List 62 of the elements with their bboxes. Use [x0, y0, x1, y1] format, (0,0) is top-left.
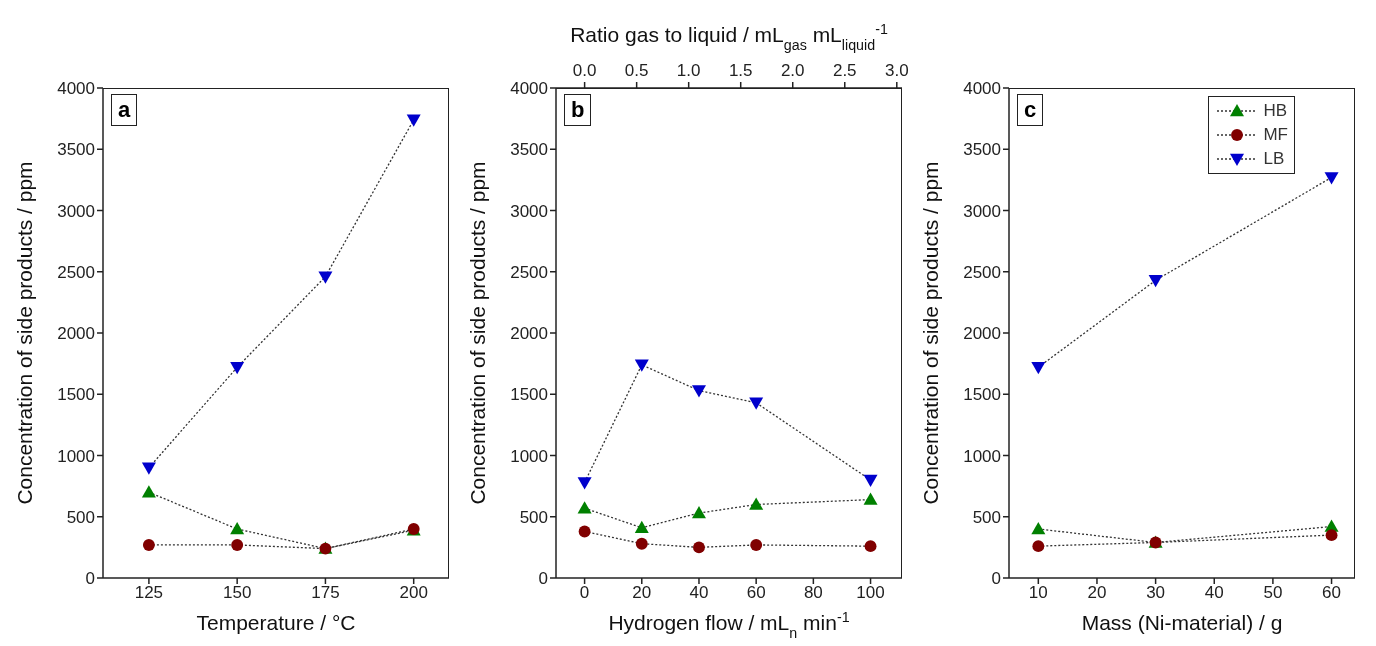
x-tick-label: 60: [746, 583, 766, 603]
y-tick-label: 1000: [963, 446, 1001, 466]
y-tick-label: 2000: [963, 324, 1001, 344]
y-tick-label: 2500: [963, 262, 1001, 282]
x2-tick-label: 3.0: [884, 61, 909, 80]
x-tick-label: 20: [1087, 583, 1107, 603]
x-tick-label: 200: [399, 583, 428, 603]
y-tick-label: 3000: [510, 201, 548, 221]
y-tick-label: 3000: [963, 201, 1001, 221]
y-tick-label: 1500: [57, 385, 95, 405]
y-tick-label: 0: [991, 569, 1001, 589]
x-tick-label: 150: [222, 583, 252, 603]
x-tick-label: 125: [134, 583, 164, 603]
y-tick-label: 1500: [510, 385, 548, 405]
x-tick-label: 80: [803, 583, 823, 603]
x-tick-label: 0: [579, 583, 590, 603]
legend-label: MF: [1263, 125, 1288, 145]
y-axis-title: Concentration of side products / ppm: [919, 161, 942, 505]
y-axis-title: Concentration of side products / ppm: [466, 161, 489, 505]
x-tick-label: 50: [1263, 583, 1283, 603]
x-tick-label: 100: [856, 583, 885, 603]
x-tick-label: 60: [1322, 583, 1341, 603]
y-tick-label: 3500: [963, 140, 1001, 160]
y-tick-label: 2000: [57, 324, 95, 344]
x-tick-label: 10: [1028, 583, 1048, 603]
x-tick-label: 40: [1204, 583, 1224, 603]
y-tick-label: 3500: [510, 140, 548, 160]
x-axis-title: Hydrogen flow / mL$_{n}$ min$^{-1}$: [608, 609, 850, 641]
x2-tick-label: 1.5: [728, 61, 753, 80]
x-tick-label: 20: [632, 583, 652, 603]
x2-tick-label: 1.0: [676, 61, 701, 80]
y-tick-label: 2000: [510, 324, 548, 344]
x-axis-title: Mass (Ni-material) / g: [1081, 611, 1283, 634]
annotation: b: [564, 94, 592, 126]
y-tick-label: 1000: [57, 446, 95, 466]
x-axis-title: Temperature / °C: [196, 611, 356, 634]
x-tick-label: 30: [1146, 583, 1166, 603]
x2-tick-label: 2.0: [780, 61, 805, 80]
y-tick-label: 3500: [57, 140, 95, 160]
y-tick-label: 0: [85, 569, 95, 589]
y-tick-label: 1500: [963, 385, 1001, 405]
y-tick-label: 4000: [510, 79, 548, 99]
y-tick-label: 3000: [57, 201, 95, 221]
y-tick-label: 0: [538, 569, 548, 589]
y-tick-label: 4000: [963, 79, 1001, 99]
x2-tick-label: 2.5: [832, 61, 857, 80]
y-axis-title: Concentration of side products / ppm: [13, 161, 36, 505]
y-tick-label: 500: [972, 507, 1001, 527]
y-tick-label: 1000: [510, 446, 548, 466]
y-tick-label: 2500: [510, 262, 548, 282]
x2-tick-label: 0.5: [624, 61, 649, 80]
x-tick-label: 40: [689, 583, 709, 603]
x-tick-label: 175: [311, 583, 340, 603]
legend-label: HB: [1263, 101, 1288, 121]
y-tick-label: 2500: [57, 262, 95, 282]
x2-tick-label: 0.0: [572, 61, 597, 80]
legend-label: LB: [1263, 149, 1285, 169]
annotation: a: [111, 94, 138, 126]
annotation: c: [1017, 94, 1044, 126]
y-tick-label: 4000: [57, 79, 95, 99]
y-tick-label: 500: [519, 507, 548, 527]
y-tick-label: 500: [66, 507, 95, 527]
